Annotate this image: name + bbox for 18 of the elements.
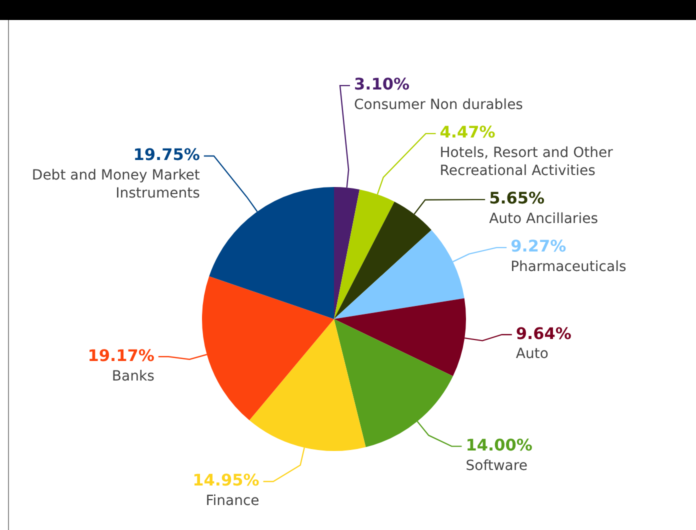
data-label: 3.10% bbox=[354, 74, 410, 94]
slice-label: Consumer Non durables bbox=[354, 97, 523, 114]
slice-label: Debt and Money Market Instruments bbox=[32, 168, 200, 202]
data-label: 5.65% bbox=[489, 188, 545, 208]
slice-label: Auto Ancillaries bbox=[489, 211, 598, 228]
data-label: 19.17% bbox=[88, 346, 154, 365]
data-label: 19.75% bbox=[133, 145, 200, 164]
slice-label: Hotels, Resort and Other Recreational Activities bbox=[440, 145, 614, 180]
data-label: 14.00% bbox=[466, 435, 532, 454]
slice-label: Pharmaceuticals bbox=[510, 259, 626, 276]
data-label: 9.64% bbox=[516, 324, 572, 343]
slice-label: Auto bbox=[516, 346, 548, 362]
data-label: 4.47% bbox=[440, 122, 496, 142]
data-label: 14.95% bbox=[192, 470, 260, 490]
data-label: 9.27% bbox=[510, 236, 566, 256]
slice-label: Banks bbox=[112, 368, 154, 384]
slice-label: Finance bbox=[206, 493, 260, 510]
slice-label: Software bbox=[466, 458, 528, 474]
